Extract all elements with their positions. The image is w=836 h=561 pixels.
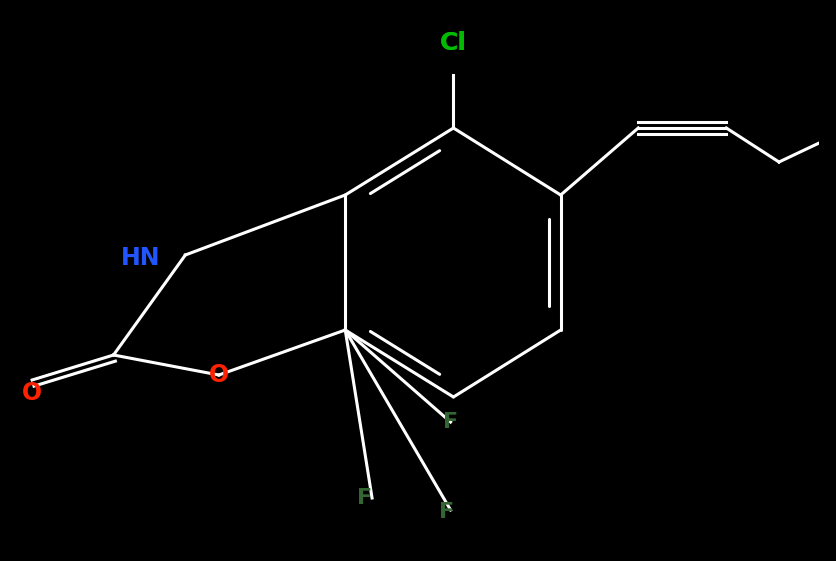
Text: Cl: Cl <box>440 31 466 55</box>
Text: O: O <box>22 381 42 405</box>
Text: Cl: Cl <box>440 31 466 55</box>
Text: HN: HN <box>120 246 160 270</box>
Text: F: F <box>356 488 371 508</box>
Text: F: F <box>439 502 454 522</box>
Text: F: F <box>442 412 457 432</box>
Text: O: O <box>208 363 229 387</box>
